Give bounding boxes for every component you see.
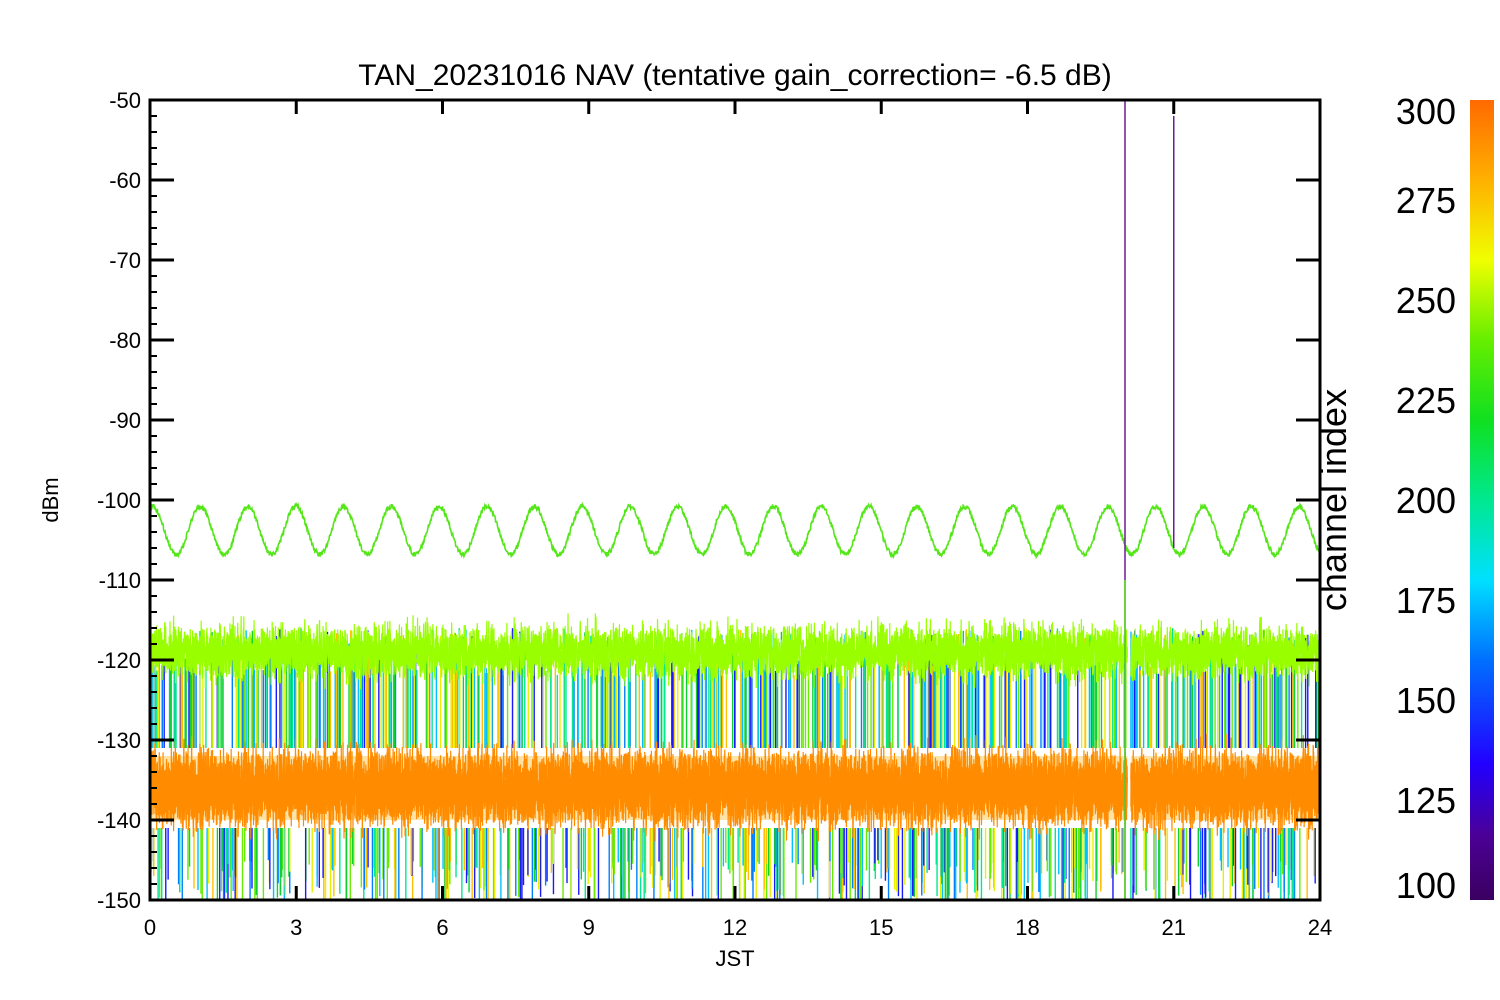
- colorbar-tick-label: 175: [1396, 580, 1456, 621]
- y-tick-label: -130: [97, 728, 141, 753]
- colorbar-tick-label: 275: [1396, 180, 1456, 221]
- y-tick-label: -60: [109, 168, 141, 193]
- colorbar-tick-label: 150: [1396, 680, 1456, 721]
- data-layer: [150, 100, 1320, 900]
- series-sinusoid: [150, 501, 1320, 560]
- y-tick-label: -110: [99, 568, 141, 593]
- x-tick-label: 24: [1308, 915, 1332, 940]
- y-tick-label: -90: [109, 408, 141, 433]
- colorbar-label: channel index: [1313, 389, 1354, 611]
- y-axis-label: dBm: [38, 477, 63, 522]
- series-orange-band: [150, 735, 1320, 842]
- y-tick-label: -80: [109, 328, 141, 353]
- x-tick-label: 3: [290, 915, 302, 940]
- y-axis: -50 -60 -70 -80 -90 -100 -110 -120 -130 -140 -150: [97, 88, 1320, 913]
- colorbar-tick-label: 250: [1396, 280, 1456, 321]
- x-tick-label: 0: [144, 915, 156, 940]
- chart-title: TAN_20231016 NAV (tentative gain_correct…: [358, 59, 1112, 92]
- series-lime-band: [150, 613, 1320, 689]
- x-tick-label: 6: [436, 915, 448, 940]
- colorbar-gradient: [1470, 100, 1494, 900]
- x-axis-label: JST: [715, 946, 754, 971]
- y-tick-label: -50: [109, 88, 141, 113]
- colorbar-tick-label: 125: [1396, 780, 1456, 821]
- x-tick-label: 12: [723, 915, 747, 940]
- y-tick-label: -140: [97, 808, 141, 833]
- x-tick-label: 21: [1162, 915, 1186, 940]
- x-tick-label: 9: [583, 915, 595, 940]
- x-axis: 0 3 6 9 12 15 18 21 24: [144, 100, 1332, 940]
- y-tick-label: -100: [97, 488, 141, 513]
- colorbar-tick-label: 100: [1396, 865, 1456, 906]
- y-tick-label: -70: [109, 248, 141, 273]
- colorbar-tick-label: 300: [1396, 91, 1456, 132]
- colorbar-tick-label: 225: [1396, 380, 1456, 421]
- y-tick-label: -150: [97, 888, 141, 913]
- plot-area: [148, 98, 1322, 902]
- x-tick-label: 15: [869, 915, 893, 940]
- colorbar-tick-label: 200: [1396, 480, 1456, 521]
- x-tick-label: 18: [1015, 915, 1039, 940]
- y-tick-label: -120: [97, 648, 141, 673]
- colorbar: 300 275 250 225 200 175 150 125 100 channel inde…: [1313, 91, 1494, 906]
- colorbar-ticks: 300 275 250 225 200 175 150 125 100: [1396, 91, 1456, 906]
